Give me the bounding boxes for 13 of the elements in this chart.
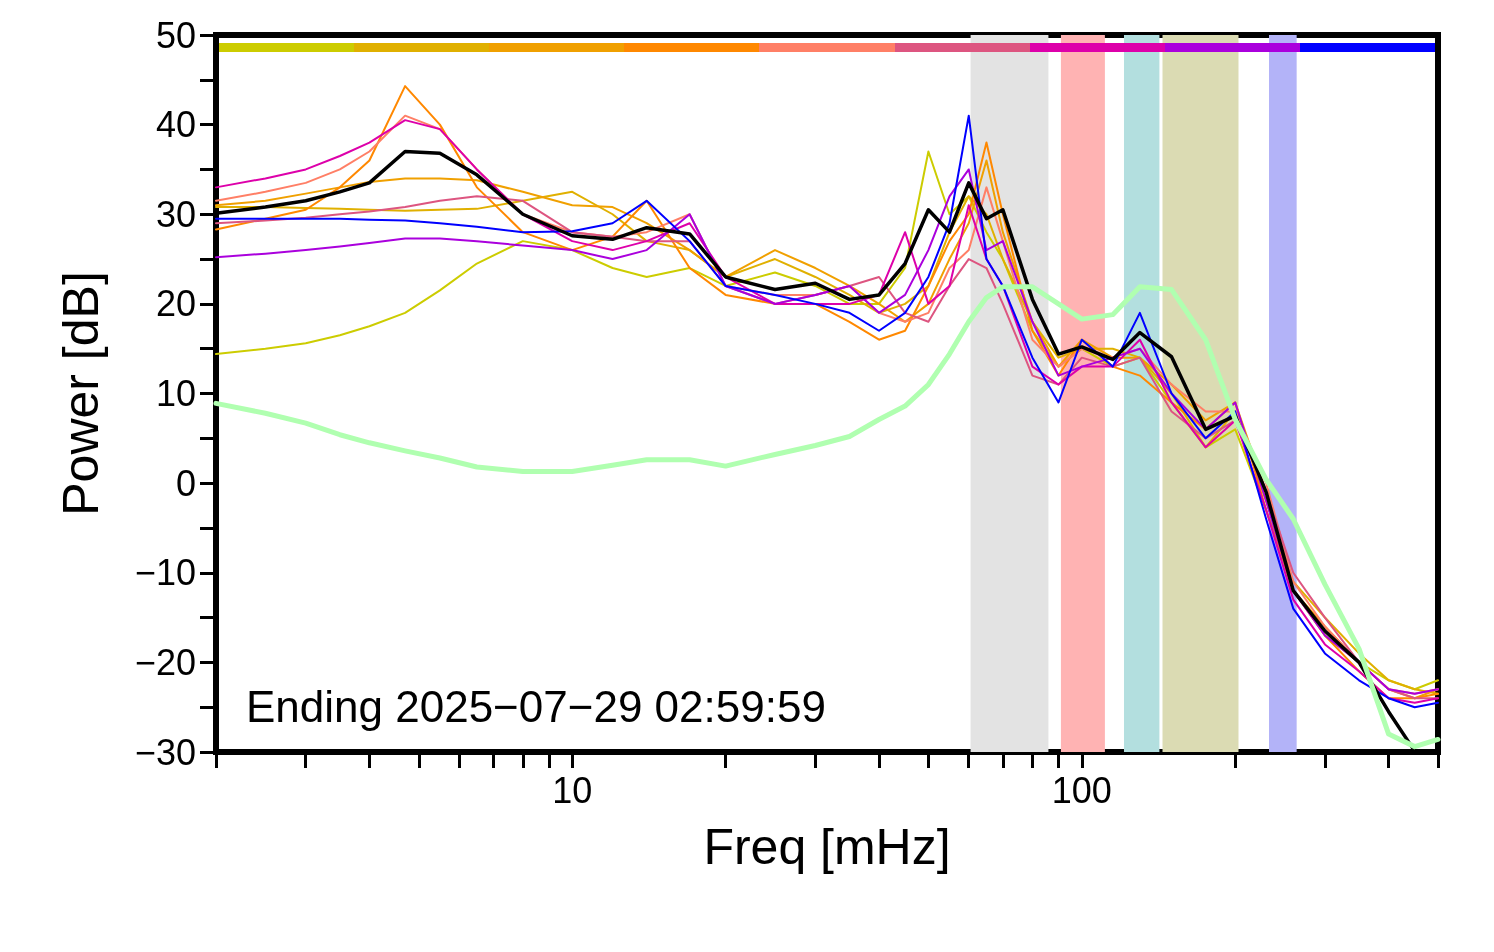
y-tick-label: 30 bbox=[155, 193, 196, 235]
y-tick-label: 10 bbox=[155, 373, 196, 414]
y-axis-title: Power [dB] bbox=[53, 271, 109, 516]
x-tick-label: 100 bbox=[1051, 769, 1112, 811]
y-tick-label: 40 bbox=[155, 104, 196, 146]
y-tick-label: 50 bbox=[155, 14, 196, 56]
annotation: Ending 2025−07−29 02:59:59 bbox=[246, 681, 826, 731]
y-tick-label: −30 bbox=[134, 731, 196, 773]
y-tick-label: 20 bbox=[155, 283, 196, 325]
y-tick-label: −20 bbox=[134, 641, 196, 683]
y-tick-label: −10 bbox=[134, 552, 196, 594]
y-tick-label: 0 bbox=[175, 462, 196, 504]
x-axis-title: Freq [mHz] bbox=[703, 819, 951, 875]
